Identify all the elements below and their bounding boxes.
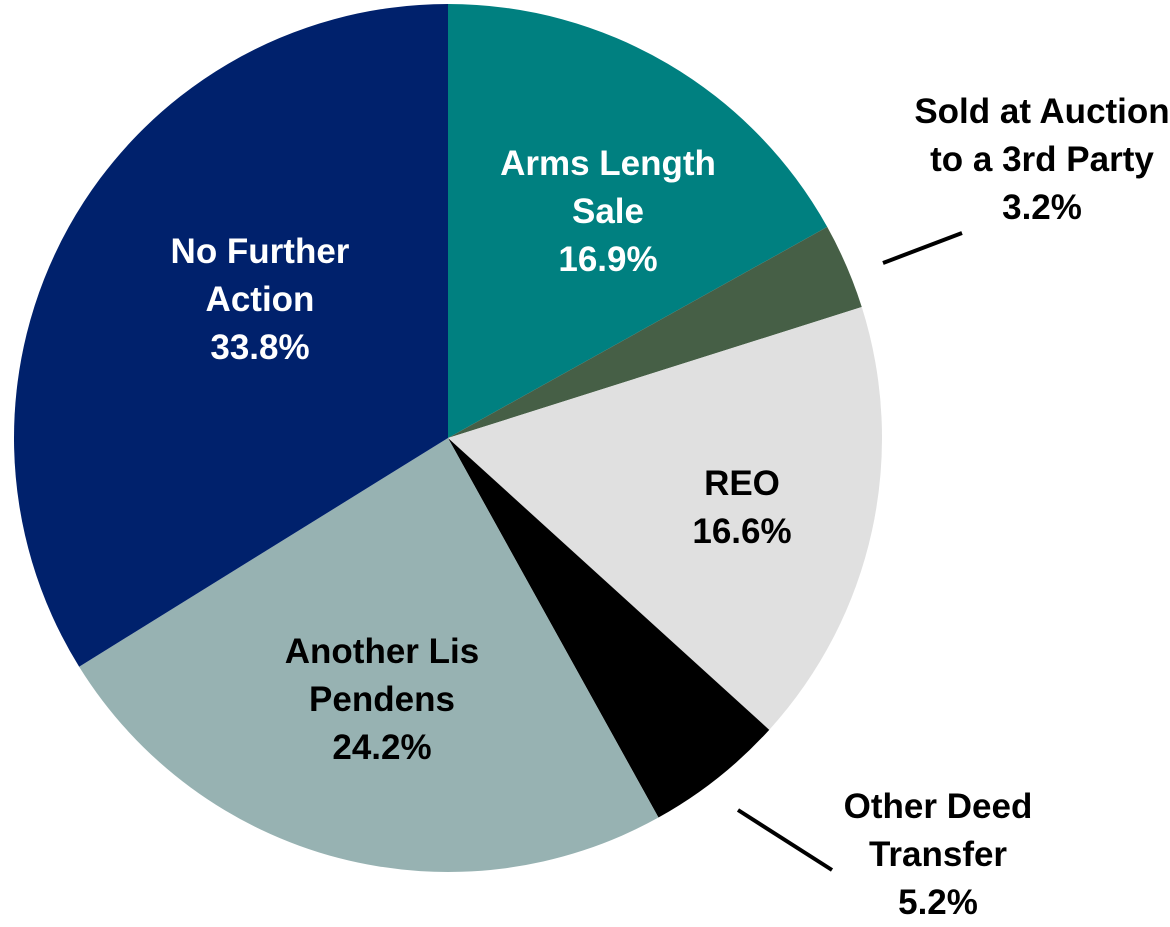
value-label: 16.9%	[558, 240, 658, 279]
slice-label: Sold at Auction to a 3rd Party 3.2%	[912, 88, 1170, 232]
leader-line	[882, 231, 963, 265]
value-label: 16.6%	[692, 512, 792, 551]
pie-slice	[79, 438, 659, 872]
slice-label: Arms Length Sale 16.9%	[468, 140, 748, 284]
pie-slice	[448, 438, 770, 818]
category-label: Another Lis Pendens	[284, 632, 480, 719]
category-label: Arms Length Sale	[500, 144, 716, 231]
slice-label: Another Lis Pendens 24.2%	[252, 628, 512, 772]
value-label: 24.2%	[332, 728, 432, 767]
slice-label: REO 16.6%	[642, 460, 842, 556]
category-label: Sold at Auction to a 3rd Party	[914, 92, 1170, 179]
slice-label: Other Deed Transfer 5.2%	[813, 783, 1063, 927]
value-label: 3.2%	[1002, 188, 1082, 227]
leader-line	[736, 808, 834, 872]
pie-slice	[448, 4, 828, 438]
value-label: 33.8%	[210, 328, 310, 367]
pie-slice	[448, 307, 882, 730]
category-label: REO	[704, 464, 780, 503]
category-label: No Further Action	[170, 232, 350, 319]
pie-slice	[448, 226, 862, 438]
slice-label: No Further Action 33.8%	[140, 228, 380, 372]
category-label: Other Deed Transfer	[843, 787, 1033, 874]
pie-slice	[13, 4, 449, 667]
value-label: 5.2%	[898, 883, 978, 922]
